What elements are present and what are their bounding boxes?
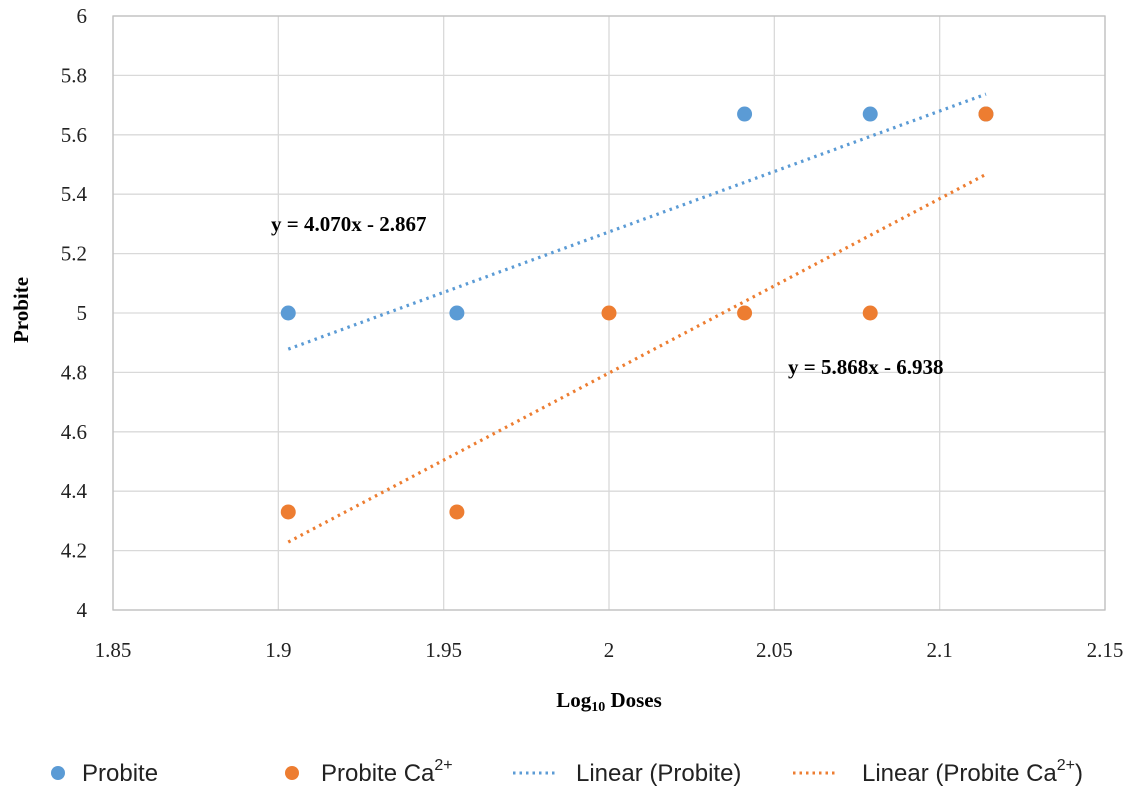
legend-label-linear-probite-ca: Linear (Probite Ca2+) [862, 757, 1083, 787]
data-point-series-1 [862, 305, 878, 321]
y-tick-label: 5.4 [61, 182, 88, 206]
x-axis-title-main: Log [556, 688, 592, 712]
legend-label-probite-ca-main: Probite Ca [321, 760, 435, 787]
y-tick-labels: 4 4.2 4.4 4.6 4.8 5 5.2 5.4 5.6 5.8 6 [61, 4, 88, 622]
y-tick-label: 5 [77, 301, 88, 325]
x-tick-label: 2 [604, 638, 615, 662]
x-tick-label: 1.9 [265, 638, 291, 662]
plot-area-border [112, 15, 1106, 611]
data-point-series-1 [601, 305, 617, 321]
legend-label-linear-probite: Linear (Probite) [576, 760, 741, 787]
equation-probite: y = 4.070x - 2.867 [271, 212, 426, 236]
data-point-series-0 [862, 106, 878, 122]
y-tick-label: 5.2 [61, 242, 87, 266]
legend-label-linear-probite-ca-sup: 2+ [1057, 757, 1075, 774]
x-axis-title: Log10 Doses [556, 688, 662, 715]
axes [112, 15, 1106, 611]
trendline-1 [287, 172, 987, 544]
y-tick-label: 5.8 [61, 63, 87, 87]
x-axis-title-rest: Doses [605, 688, 662, 712]
x-tick-labels: 1.85 1.9 1.95 2 2.05 2.1 2.15 [95, 638, 1124, 662]
y-tick-label: 4 [77, 598, 88, 622]
data-point-series-1 [280, 504, 296, 520]
data-point-series-0 [449, 305, 465, 321]
legend-marker-probite-ca [285, 766, 299, 780]
x-tick-label: 2.15 [1087, 638, 1124, 662]
legend-label-probite: Probite [82, 760, 158, 787]
data-point-series-0 [737, 106, 753, 122]
y-tick-label: 5.6 [61, 123, 87, 147]
trendlines [287, 92, 987, 544]
x-tick-label: 2.1 [927, 638, 953, 662]
trendline-0 [287, 92, 987, 351]
x-tick-label: 1.95 [425, 638, 462, 662]
x-tick-label: 2.05 [756, 638, 793, 662]
y-tick-label: 4.2 [61, 539, 87, 563]
x-axis-title-subscript: 10 [591, 700, 605, 715]
y-tick-label: 4.6 [61, 420, 87, 444]
legend-label-probite-ca-sup: 2+ [434, 757, 452, 774]
x-tick-label: 1.85 [95, 638, 132, 662]
data-point-series-0 [280, 305, 296, 321]
data-point-series-1 [449, 504, 465, 520]
legend-label-probite-ca: Probite Ca2+ [321, 757, 453, 787]
legend-label-linear-probite-ca-main: Linear (Probite Ca [862, 760, 1057, 787]
y-tick-label: 4.8 [61, 360, 87, 384]
y-tick-label: 6 [77, 4, 88, 28]
legend-label-linear-probite-ca-end: ) [1075, 760, 1083, 787]
data-points [280, 106, 994, 520]
y-axis-title: Probite [9, 277, 33, 343]
data-point-series-1 [737, 305, 753, 321]
equation-probite-ca: y = 5.868x - 6.938 [788, 355, 943, 379]
legend: Probite Probite Ca2+ Linear (Probite) Li… [51, 757, 1083, 787]
legend-marker-probite [51, 766, 65, 780]
y-tick-label: 4.4 [61, 479, 88, 503]
data-point-series-1 [978, 106, 994, 122]
